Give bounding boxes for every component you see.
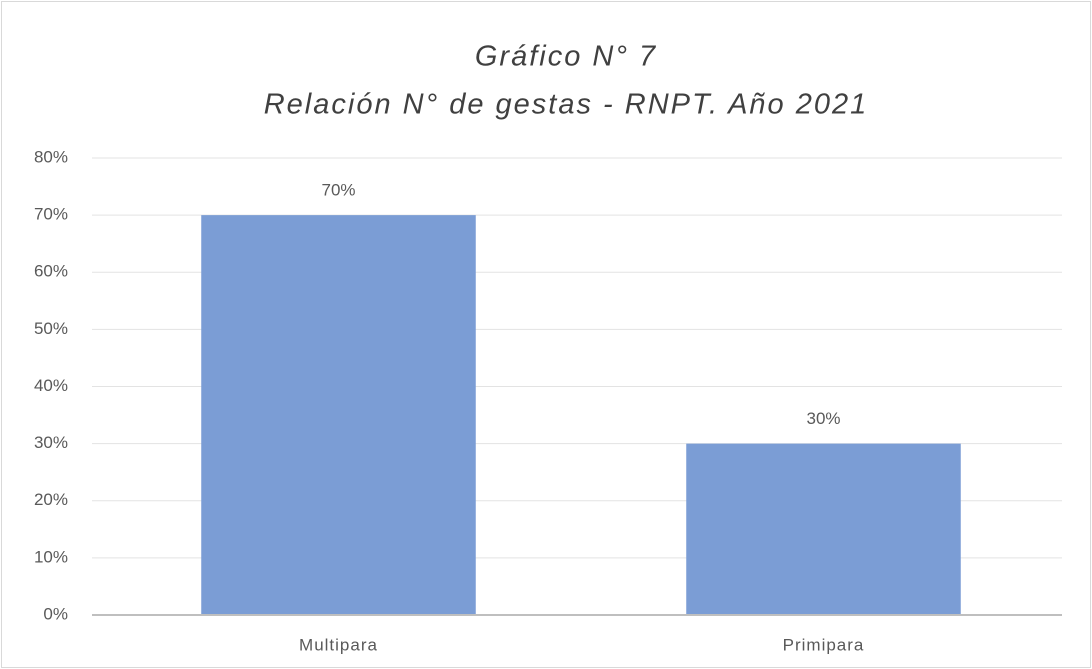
y-tick-label: 70% [34,205,68,224]
x-tick-label: Multipara [299,635,378,654]
y-tick-label: 50% [34,319,68,338]
bar [686,443,961,615]
y-tick-label: 80% [34,147,68,166]
y-tick-label: 20% [34,490,68,509]
y-tick-label: 60% [34,262,68,281]
bar [201,215,476,615]
y-tick-label: 0% [43,604,68,623]
chart-subtitle: Relación N° de gestas - RNPT. Año 2021 [264,89,869,121]
y-tick-label: 10% [34,547,68,566]
y-tick-label: 30% [34,433,68,452]
data-label: 30% [806,409,840,428]
chart-title: Gráfico N° 7 [475,41,657,73]
x-tick-label: Primipara [783,635,865,654]
data-label: 70% [321,181,355,200]
y-tick-label: 40% [34,376,68,395]
